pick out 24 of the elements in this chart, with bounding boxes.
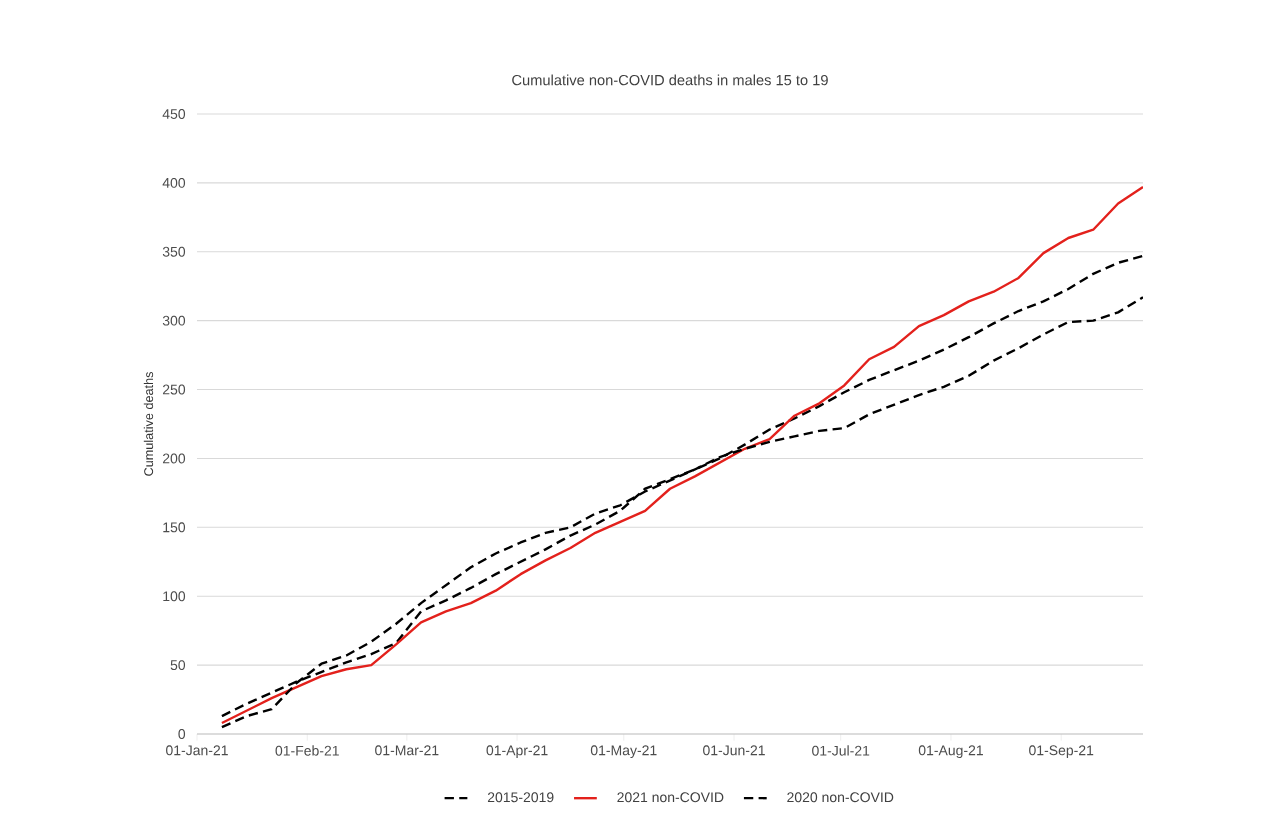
y-tick-label: 0: [178, 729, 186, 739]
x-tick-label: 01-May-21: [590, 745, 657, 759]
y-tick-label: 450: [162, 109, 186, 119]
y-axis-title: Cumulative deaths: [143, 372, 154, 476]
x-tick-label: 01-Feb-21: [275, 745, 339, 756]
chart-title: Cumulative non-COVID deaths in males 15 to 19: [512, 74, 828, 86]
x-tick-label: 01-Jul-21: [812, 745, 870, 756]
x-tick-label: 01-Mar-21: [375, 745, 439, 756]
y-tick-label: 50: [170, 660, 186, 671]
y-tick-label: 400: [162, 177, 186, 188]
legend-label: 2015-2019: [487, 792, 554, 803]
y-tick-label: 250: [162, 384, 186, 395]
x-tick-label: 01-Aug-21: [918, 745, 983, 759]
x-tick-label: 01-Sep-21: [1029, 745, 1094, 759]
y-tick-label: 300: [162, 315, 186, 326]
legend-label: 2021 non-COVID: [617, 792, 724, 803]
y-tick-label: 200: [162, 453, 186, 464]
y-tick-label: 100: [163, 591, 186, 602]
x-tick-label: 01-Jun-21: [703, 745, 765, 756]
y-tick-label: 150: [163, 522, 186, 533]
x-tick-label: 01-Apr-21: [486, 745, 548, 759]
legend-label: 2020 non-COVID: [787, 792, 894, 803]
x-tick-label: 01-Jan-21: [166, 745, 228, 756]
y-tick-label: 350: [162, 246, 186, 257]
